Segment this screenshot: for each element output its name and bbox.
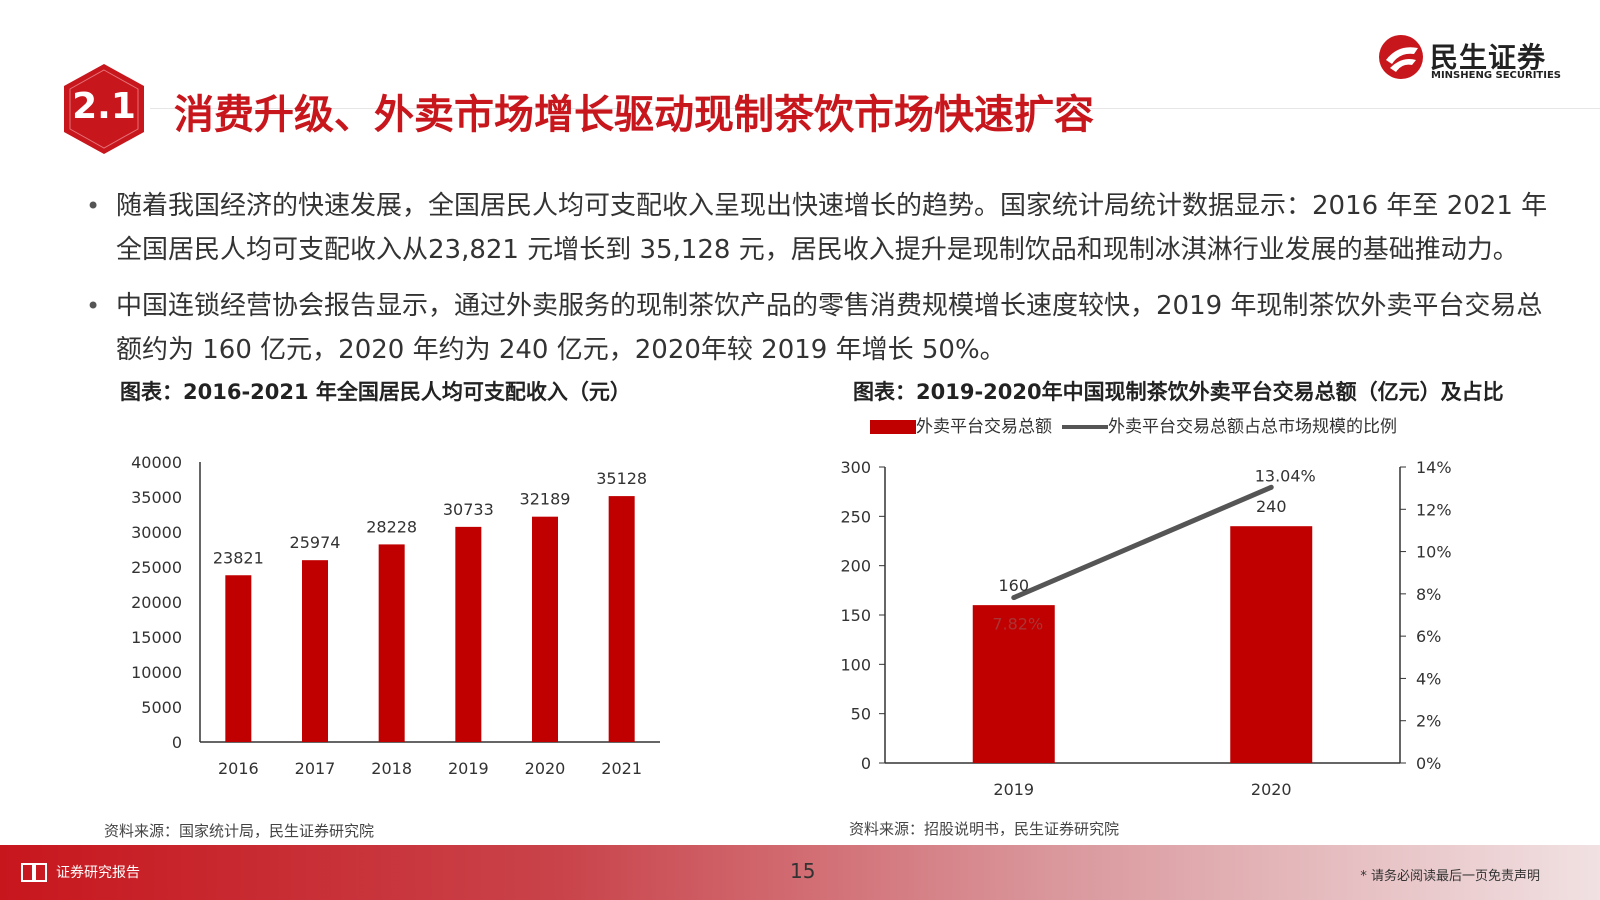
income-bar: [532, 516, 558, 742]
x-tick-label: 2020: [1251, 780, 1292, 799]
right-y-tick-label: 10%: [1416, 543, 1452, 562]
bullet-dot-icon: •: [86, 192, 101, 220]
left-y-tick-label: 250: [840, 507, 871, 526]
y-tick-label: 15000: [131, 628, 182, 647]
gmv-bar: [972, 605, 1055, 763]
share-point: [1011, 595, 1017, 601]
x-tick-label: 2017: [295, 759, 336, 778]
section-badge: 2.1: [60, 62, 148, 156]
right-y-tick-label: 8%: [1416, 585, 1441, 604]
header-divider: [150, 108, 1600, 109]
delivery-gmv-combo-chart: 0 50 100 150 200 250 300 0% 2% 4% 6% 8% 10% 12% 14% 201…: [840, 458, 1452, 799]
right-chart-legend: 外卖平台交易总额 外卖平台交易总额占总市场规模的比例: [870, 412, 1397, 437]
bar-value-label: 25974: [290, 533, 341, 552]
bullet-text: 随着我国经济的快速发展，全国居民人均可支配收入呈现出快速增长的趋势。国家统计局统…: [116, 191, 1548, 265]
y-tick-label: 35000: [131, 488, 182, 507]
bullet-text: 中国连锁经营协会报告显示，通过外卖服务的现制茶饮产品的零售消费规模增长速度较快，…: [116, 291, 1543, 365]
y-tick-label: 10000: [131, 663, 182, 682]
bar-value-label: 240: [1256, 497, 1287, 516]
y-tick-label: 25000: [131, 558, 182, 577]
left-y-tick-label: 300: [840, 458, 871, 477]
x-tick-label: 2019: [448, 759, 489, 778]
footer-report-label: 证券研究报告: [56, 865, 140, 881]
x-tick-label: 2021: [601, 759, 642, 778]
y-tick-label: 5000: [141, 698, 182, 717]
x-tick-label: 2020: [525, 759, 566, 778]
brand-logo: 民生证券 MINSHENG SECURITIES: [1378, 34, 1561, 84]
income-bar: [608, 496, 635, 742]
brand-name-cn: 民生证券: [1430, 41, 1547, 74]
section-number: 2.1: [72, 86, 136, 127]
minsheng-logo-icon: [1379, 35, 1423, 79]
y-tick-label: 30000: [131, 523, 182, 542]
bullet-dot-icon: •: [86, 292, 101, 320]
share-point: [1268, 484, 1274, 490]
x-tick-label: 2016: [218, 759, 259, 778]
left-y-tick-label: 200: [840, 557, 871, 576]
y-tick-label: 0: [172, 733, 182, 752]
bar-value-label: 35128: [596, 469, 647, 488]
right-y-tick-label: 12%: [1416, 500, 1452, 519]
legend-bar-swatch: [870, 420, 916, 434]
hexagon-badge-icon: [64, 64, 144, 154]
right-y-tick-label: 14%: [1416, 458, 1452, 477]
brand-name-en: MINSHENG SECURITIES: [1431, 70, 1561, 81]
bullet-list: • 随着我国经济的快速发展，全国居民人均可支配收入呈现出快速增长的趋势。国家统计…: [82, 184, 1562, 384]
bullet-item: • 随着我国经济的快速发展，全国居民人均可支配收入呈现出快速增长的趋势。国家统计…: [82, 184, 1562, 272]
right-y-tick-label: 6%: [1416, 627, 1441, 646]
bar-value-label: 32189: [520, 490, 571, 509]
income-bar: [455, 526, 482, 742]
left-y-tick-label: 150: [840, 606, 871, 625]
income-bar: [378, 544, 405, 742]
legend-bar-label: 外卖平台交易总额: [916, 417, 1052, 437]
book-icon: [21, 863, 47, 882]
y-tick-label: 40000: [131, 453, 182, 472]
footer-disclaimer: * 请务必阅读最后一页免责声明: [1360, 869, 1540, 884]
left-chart-source: 资料来源：国家统计局，民生证券研究院: [104, 822, 375, 840]
legend-line-label: 外卖平台交易总额占总市场规模的比例: [1108, 417, 1397, 437]
page-number: 15: [790, 859, 816, 883]
share-value-label: 13.04%: [1255, 466, 1316, 485]
bar-value-label: 28228: [366, 517, 417, 536]
right-chart-heading: 图表：2019-2020年中国现制茶饮外卖平台交易总额（亿元）及占比: [853, 380, 1504, 404]
income-bar-chart: 0 5000 10000 15000 20000 25000 30000 35000 40000…: [131, 453, 660, 778]
left-y-tick-label: 100: [840, 655, 871, 674]
income-bar: [225, 575, 252, 742]
left-y-tick-label: 50: [851, 705, 871, 724]
x-tick-label: 2018: [371, 759, 412, 778]
bar-value-label: 160: [998, 576, 1029, 595]
right-y-tick-label: 4%: [1416, 669, 1441, 688]
left-y-tick-label: 0: [861, 754, 871, 773]
bar-value-label: 23821: [213, 548, 264, 567]
share-value-label: 7.82%: [992, 615, 1043, 634]
right-y-tick-label: 0%: [1416, 754, 1441, 773]
income-bar: [302, 560, 328, 742]
right-chart-source: 资料来源：招股说明书，民生证券研究院: [849, 820, 1120, 838]
left-chart-heading: 图表：2016-2021 年全国居民人均可支配收入（元）: [120, 380, 631, 404]
bullet-item: • 中国连锁经营协会报告显示，通过外卖服务的现制茶饮产品的零售消费规模增长速度较…: [82, 284, 1562, 372]
bar-value-label: 30733: [443, 500, 494, 519]
footer-bar: 证券研究报告 15 * 请务必阅读最后一页免责声明: [0, 845, 1600, 900]
right-y-tick-label: 2%: [1416, 712, 1441, 731]
page-title: 消费升级、外卖市场增长驱动现制茶饮市场快速扩容: [174, 92, 1094, 138]
x-tick-label: 2019: [993, 780, 1034, 799]
share-line: [1012, 484, 1273, 600]
y-tick-label: 20000: [131, 593, 182, 612]
legend-line-swatch: [1062, 425, 1108, 429]
gmv-bar: [1230, 526, 1313, 763]
